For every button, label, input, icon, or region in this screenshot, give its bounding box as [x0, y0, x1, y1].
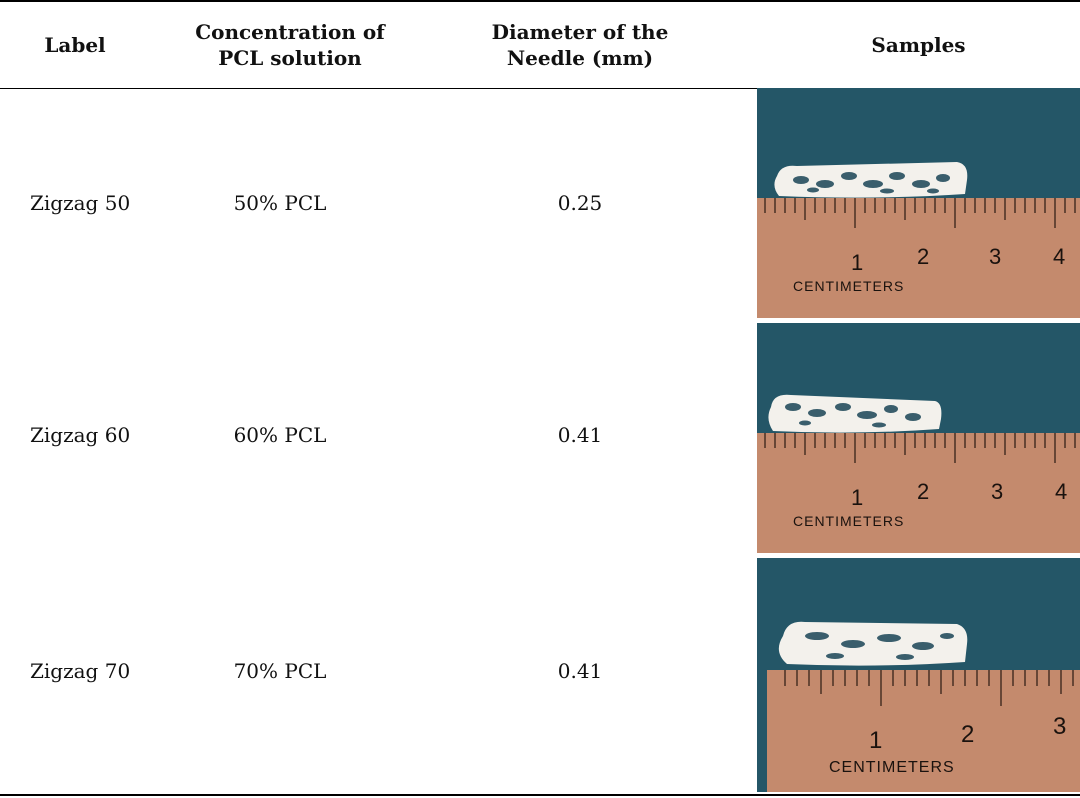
table-top-rule	[0, 0, 1080, 2]
scaffold-icon	[778, 621, 968, 666]
ruler-number: 2	[917, 244, 929, 269]
table-bottom-rule	[0, 794, 1080, 796]
row-diameter: 0.41	[557, 423, 603, 447]
header-samples: Samples	[871, 33, 966, 57]
sample-photo: 1 2 3 4 CENTIMETERS	[757, 88, 1080, 318]
row-diameter: 0.41	[557, 659, 603, 683]
ruler-number: 4	[1055, 479, 1067, 504]
ruler-number: 1	[869, 727, 882, 754]
header-diameter: Diameter of the Needle (mm)	[491, 20, 669, 70]
ruler-number: 1	[851, 250, 863, 275]
ruler-caption: CENTIMETERS	[793, 513, 904, 529]
row-concentration: 50% PCL	[233, 191, 327, 215]
ruler-icon	[767, 670, 1080, 792]
header-label: Label	[44, 33, 106, 57]
ruler-ticks	[764, 433, 1076, 463]
ruler-caption: CENTIMETERS	[793, 278, 904, 294]
ruler-icon	[757, 198, 1080, 318]
ruler-icon	[757, 433, 1080, 553]
ruler-number: 4	[1053, 244, 1065, 269]
ruler-ticks	[784, 670, 1074, 706]
ruler-ticks	[764, 198, 1076, 228]
scaffold-icon	[768, 394, 942, 433]
row-label: Zigzag 50	[30, 191, 131, 215]
ruler-number: 3	[1053, 713, 1066, 740]
row-label: Zigzag 60	[30, 423, 131, 447]
ruler-number: 3	[989, 244, 1001, 269]
row-diameter: 0.25	[557, 191, 603, 215]
header-concentration: Concentration of PCL solution	[195, 20, 385, 70]
row-label: Zigzag 70	[30, 659, 131, 683]
ruler-caption: CENTIMETERS	[829, 759, 955, 776]
ruler-number: 2	[917, 479, 929, 504]
ruler-number: 3	[991, 479, 1003, 504]
ruler-number: 2	[961, 721, 974, 748]
sample-photo: 1 2 3 CENTIMETERS	[757, 558, 1080, 792]
ruler-number: 1	[851, 485, 863, 510]
header-rule	[0, 88, 1080, 89]
sample-photo: 1 2 3 4 CENTIMETERS	[757, 323, 1080, 553]
row-concentration: 70% PCL	[233, 659, 327, 683]
row-concentration: 60% PCL	[233, 423, 327, 447]
scaffold-icon	[774, 162, 968, 198]
